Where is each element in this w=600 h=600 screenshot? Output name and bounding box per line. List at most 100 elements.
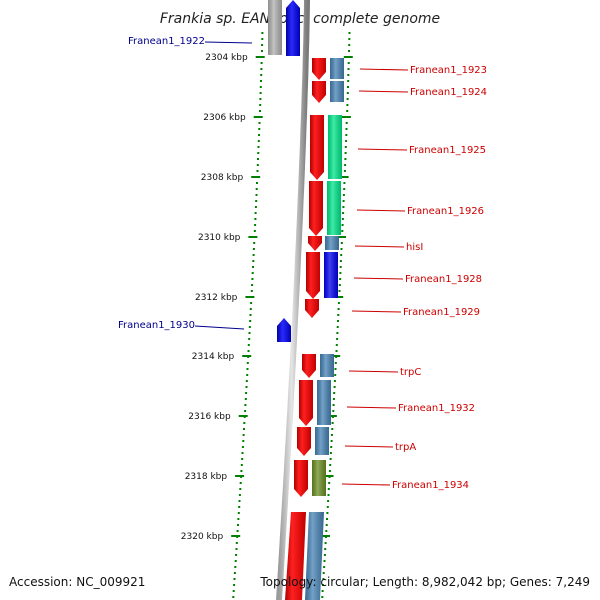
ring-dot	[237, 512, 240, 514]
ring-dot	[253, 242, 256, 244]
gene-arrow-franean1-1925[interactable]	[310, 115, 324, 180]
ring-dot	[247, 350, 250, 352]
label-leader	[359, 68, 409, 71]
gene-label-franean1-1923[interactable]: Franean1_1923	[410, 65, 487, 76]
scale-tick-label: 2310 kbp	[198, 233, 241, 243]
ring-dot	[252, 248, 255, 250]
ring-dot	[327, 488, 330, 490]
ring-dot	[321, 596, 324, 598]
ring-dot	[337, 302, 340, 304]
ring-dot	[234, 560, 237, 562]
cog-shade	[320, 354, 334, 377]
gene-arrow-franean1-1926[interactable]	[309, 181, 323, 236]
cog-shade	[330, 81, 344, 102]
ring-dot	[342, 200, 345, 202]
scale-tick-label: 2308 kbp	[201, 173, 244, 183]
gene-label-franean1-1925[interactable]: Franean1_1925	[409, 145, 486, 156]
ring-dot	[242, 434, 245, 436]
ring-dot	[333, 392, 336, 394]
gene-arrow-franean1-1922[interactable]	[286, 0, 300, 56]
ring-dot	[345, 122, 348, 124]
label-leader	[353, 277, 404, 280]
gene-label-franean1-1932[interactable]: Franean1_1932	[398, 403, 475, 414]
ring-dot	[337, 314, 340, 316]
gene-arrow-franean1-1929[interactable]	[305, 299, 319, 318]
ring-dot	[348, 50, 350, 52]
gene-label-franean1-1929[interactable]: Franean1_1929	[403, 307, 480, 318]
ring-dot	[330, 446, 333, 448]
scale-tick-label: 2316 kbp	[188, 412, 231, 422]
gene-arrow-franean1-1930[interactable]	[277, 318, 291, 342]
gene-arrow-partial[interactable]	[285, 512, 306, 600]
gene-label-franean1-1928[interactable]: Franean1_1928	[405, 274, 482, 285]
ring-dot	[339, 266, 342, 268]
ring-dot	[259, 98, 262, 100]
gene-label-franean1-1930[interactable]: Franean1_1930	[118, 320, 195, 331]
gene-arrow-franean1-1923[interactable]	[312, 58, 326, 80]
gene-label-franean1-1922[interactable]: Franean1_1922	[128, 36, 205, 47]
ring-dot	[257, 152, 260, 154]
ring-dot	[257, 140, 260, 142]
ring-dot	[343, 182, 346, 184]
ring-dot	[325, 530, 328, 532]
ring-dot	[254, 218, 257, 220]
backbone-strand	[276, 0, 310, 600]
ring-dot	[258, 122, 261, 124]
ring-dot	[339, 278, 342, 280]
gene-arrow-franean1-1924[interactable]	[312, 81, 326, 103]
gene-label-franean1-1926[interactable]: Franean1_1926	[407, 206, 484, 217]
ring-dot	[253, 230, 256, 232]
ring-dot	[245, 380, 248, 382]
ring-dot	[259, 86, 262, 88]
ring-dot	[322, 572, 325, 574]
gene-arrow-hisi[interactable]	[308, 236, 322, 251]
ring-dot	[327, 500, 330, 502]
ring-dot	[343, 170, 346, 172]
gene-label-trpa[interactable]: trpA	[395, 442, 416, 453]
ring-dot	[259, 104, 262, 106]
ring-dot	[238, 500, 241, 502]
accession-text: Accession: NC_009921	[9, 575, 145, 589]
label-leader	[357, 148, 408, 151]
ring-dot	[343, 188, 346, 190]
gene-label-franean1-1934[interactable]: Franean1_1934	[392, 480, 469, 491]
label-leader	[204, 41, 253, 44]
ring-dot	[335, 350, 338, 352]
ring-dot	[251, 284, 254, 286]
cog-shade	[317, 380, 331, 425]
gene-label-hisi[interactable]: hisI	[406, 242, 423, 253]
ring-dot	[254, 206, 257, 208]
ring-dot	[255, 188, 258, 190]
ring-dot	[238, 506, 241, 508]
gene-arrow-franean1-1928[interactable]	[306, 252, 320, 299]
ring-dot	[338, 290, 341, 292]
ring-dot	[249, 314, 252, 316]
ring-dot	[338, 284, 341, 286]
cog-shade-partial	[305, 512, 324, 600]
ring-dot	[334, 362, 337, 364]
ring-dot	[347, 74, 350, 76]
ring-dot	[321, 590, 324, 592]
label-leader	[358, 90, 409, 93]
gene-arrow-trpa[interactable]	[297, 427, 311, 456]
ring-dot	[344, 146, 347, 148]
ring-dot	[342, 194, 345, 196]
gene-arrow-franean1-1934[interactable]	[294, 460, 308, 497]
ring-dot	[238, 494, 241, 496]
gene-label-franean1-1924[interactable]: Franean1_1924	[410, 87, 487, 98]
ring-dot	[332, 398, 335, 400]
ring-dot	[332, 404, 335, 406]
ring-dot	[334, 368, 337, 370]
ring-dot	[346, 92, 349, 94]
gene-label-trpc[interactable]: trpC	[400, 367, 421, 378]
ring-dot	[333, 386, 336, 388]
ring-dot	[331, 428, 334, 430]
summary-text: Topology: circular; Length: 8,982,042 bp…	[259, 575, 590, 589]
gene-arrow-trpc[interactable]	[302, 354, 316, 378]
ring-dot	[257, 158, 259, 160]
ring-dot	[245, 392, 248, 394]
gene-arrow-franean1-1932[interactable]	[299, 380, 313, 426]
ring-dot	[346, 110, 349, 112]
ring-dot	[329, 452, 332, 454]
ring-dot	[260, 80, 262, 82]
